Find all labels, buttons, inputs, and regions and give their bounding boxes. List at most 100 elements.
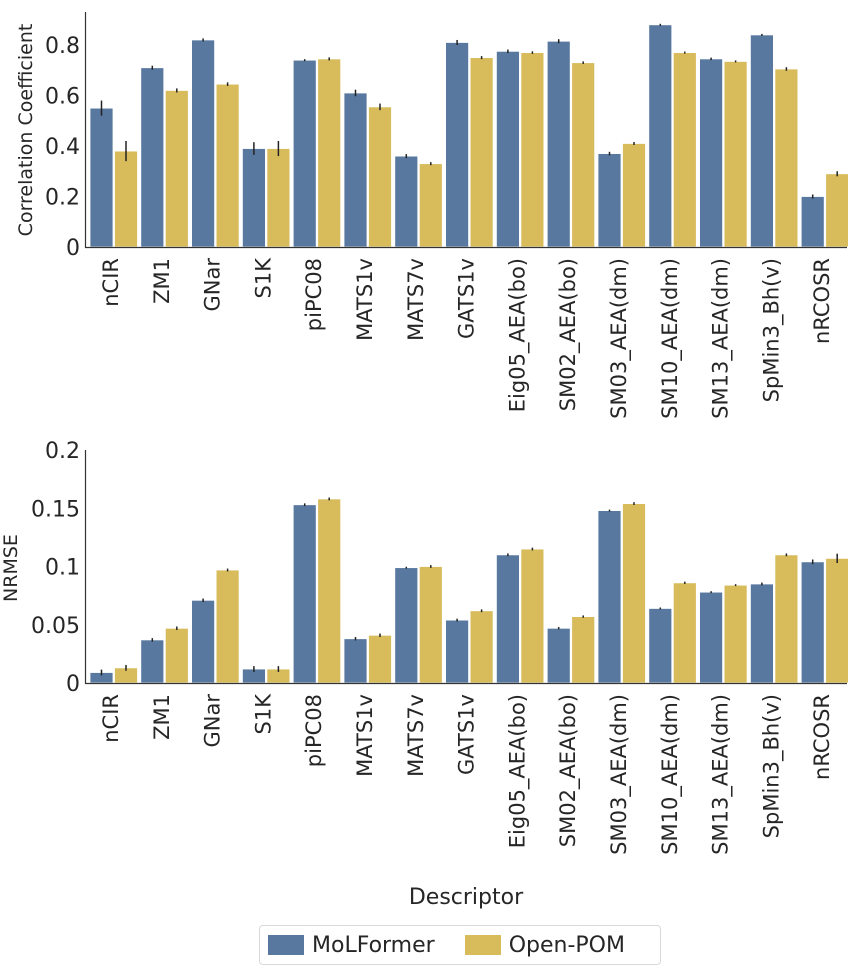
top-bar-molformer-mats1v <box>343 92 368 248</box>
bottom-x-tick-label: ZM1 <box>150 694 174 740</box>
bottom-x-tick-label: nCIR <box>99 694 123 743</box>
bottom-bar-open-pom-sm02-aea-bo <box>571 616 596 684</box>
top-bar-molformer-mats7v <box>394 155 419 248</box>
bottom-bar-open-pom-mats7v <box>418 566 443 684</box>
top-x-ticks: nCIR ZM1 GNar S1K piPC08 MATS1v MATS7v GATS1v Ei… <box>99 257 834 419</box>
top-bar-open-pom-mats7v <box>418 163 443 248</box>
top-bar-molformer-sm03-aea-dm <box>597 153 622 248</box>
bottom-error-bars <box>100 497 838 676</box>
legend-item-molformer: MoLFormer <box>268 933 435 958</box>
top-bar-molformer-sm13-aea-dm <box>699 58 723 248</box>
bottom-bar-open-pom-pipc08 <box>317 498 342 684</box>
top-bar-molformer-s1k <box>241 148 266 248</box>
top-bar-open-pom-eig05-aea-bo <box>520 52 545 248</box>
bottom-x-tick-label: MATS1v <box>353 694 377 777</box>
bottom-y-tick-label: 0 <box>66 672 80 697</box>
top-y-ticks: 0 0.2 0.4 0.6 0.8 <box>45 34 80 261</box>
top-x-tick-label: MATS1v <box>353 258 377 341</box>
bottom-x-tick-label: GNar <box>201 694 225 748</box>
top-x-tick-label: piPC08 <box>302 258 326 331</box>
bottom-bar-molformer-eig05-aea-bo <box>495 554 520 684</box>
top-bar-molformer-sm10-aea-dm <box>648 24 673 248</box>
bottom-x-tick-label: S1K <box>251 693 275 735</box>
top-bar-open-pom-gats1v <box>469 57 494 248</box>
top-bar-open-pom-sm02-aea-bo <box>571 62 596 248</box>
bottom-bar-molformer-sm10-aea-dm <box>648 608 673 684</box>
bottom-y-ticks: 0 0.05 0.1 0.15 0.2 <box>31 439 80 697</box>
bottom-x-tick-label: SM02_AEA(bo) <box>556 694 581 847</box>
legend-label: MoLFormer <box>312 932 435 958</box>
bottom-y-tick-label: 0.1 <box>45 556 80 581</box>
top-error-bars <box>100 23 838 199</box>
top-bars <box>89 24 848 248</box>
bottom-bar-open-pom-sm03-aea-dm <box>622 503 646 684</box>
top-y-tick-label: 0.6 <box>45 85 80 110</box>
top-bar-open-pom-nrcosr <box>825 173 848 248</box>
top-bar-molformer-eig05-aea-bo <box>495 50 520 248</box>
bottom-x-tick-label: SM10_AEA(dm) <box>658 694 683 855</box>
bottom-bar-molformer-sm02-aea-bo <box>546 627 571 684</box>
bottom-bar-open-pom-eig05-aea-bo <box>520 548 545 684</box>
bottom-x-tick-label: nRCOSR <box>810 694 834 780</box>
correlation-chart: Correlation Coefficient 0 0.2 0.4 0.6 0.8 nC… <box>15 12 848 419</box>
top-bar-open-pom-sm03-aea-dm <box>622 143 646 248</box>
top-bar-open-pom-spmin3-bh-v <box>774 68 799 248</box>
top-x-tick-label: GATS1v <box>455 258 479 339</box>
top-x-tick-label: MATS7v <box>404 258 428 341</box>
top-bar-molformer-spmin3-bh-v <box>750 34 774 248</box>
top-x-tick-label: SpMin3_Bh(v) <box>759 258 784 402</box>
top-bar-open-pom-gnar <box>215 83 240 248</box>
legend-swatch-molformer <box>268 935 304 955</box>
bottom-x-ticks: nCIR ZM1 GNar S1K piPC08 MATS1v MATS7v GATS1v Ei… <box>99 693 834 855</box>
bottom-bar-molformer-zm1 <box>140 639 165 684</box>
bottom-bar-molformer-nrcosr <box>800 561 825 684</box>
top-bar-open-pom-sm10-aea-dm <box>672 52 697 248</box>
x-axis-label: Descriptor <box>409 885 524 910</box>
bottom-x-tick-label: SM03_AEA(dm) <box>607 694 632 855</box>
bottom-bar-open-pom-gats1v <box>469 610 494 684</box>
top-bar-molformer-sm02-aea-bo <box>546 40 571 248</box>
bottom-x-tick-label: piPC08 <box>302 694 326 767</box>
bottom-bar-molformer-mats1v <box>343 638 368 684</box>
top-bar-open-pom-zm1 <box>164 90 189 248</box>
bottom-bar-molformer-mats7v <box>394 567 419 684</box>
legend-item-open-pom: Open-POM <box>464 932 625 958</box>
top-x-tick-label: GNar <box>201 258 225 312</box>
bottom-bar-open-pom-mats1v <box>368 634 392 684</box>
top-y-tick-label: 0.2 <box>45 186 80 211</box>
bottom-y-tick-label: 0.15 <box>31 497 80 522</box>
bottom-bar-molformer-gnar <box>191 599 216 684</box>
legend: MoLFormer Open-POM <box>259 925 661 965</box>
nrmse-chart: NRMSE 0 0.05 0.1 0.15 0.2 nCIR ZM1 GNar S1K piPC… <box>0 439 848 910</box>
legend-swatch-open-pom <box>464 935 501 955</box>
bottom-bar-open-pom-nrcosr <box>825 557 848 684</box>
top-bar-molformer-gnar <box>191 39 216 248</box>
bottom-x-tick-label: Eig05_AEA(bo) <box>505 694 530 848</box>
top-bar-molformer-ncir <box>89 107 114 248</box>
top-y-tick-label: 0 <box>66 236 80 261</box>
top-x-tick-label: SM03_AEA(dm) <box>607 258 632 419</box>
bottom-bar-molformer-sm03-aea-dm <box>597 510 622 684</box>
top-bar-open-pom-sm13-aea-dm <box>723 61 748 248</box>
top-bar-open-pom-ncir <box>114 150 138 248</box>
top-bar-molformer-zm1 <box>140 67 165 248</box>
top-bar-open-pom-pipc08 <box>317 58 342 248</box>
bottom-x-tick-label: SM13_AEA(dm) <box>709 694 734 855</box>
top-x-tick-label: SM13_AEA(dm) <box>709 258 734 419</box>
bottom-bar-molformer-spmin3-bh-v <box>750 583 774 684</box>
bottom-y-tick-label: 0.05 <box>31 614 80 639</box>
bottom-bar-molformer-sm13-aea-dm <box>699 591 723 684</box>
top-bar-molformer-gats1v <box>445 42 470 248</box>
top-x-tick-label: ZM1 <box>150 258 174 304</box>
bottom-bar-open-pom-gnar <box>215 569 240 684</box>
bottom-bars <box>89 498 848 684</box>
top-y-tick-label: 0.8 <box>45 34 80 59</box>
bottom-x-tick-label: SpMin3_Bh(v) <box>759 694 784 838</box>
top-bar-molformer-pipc08 <box>292 59 317 248</box>
top-bar-open-pom-s1k <box>266 148 291 248</box>
legend-label: Open-POM <box>508 932 625 958</box>
top-x-tick-label: nRCOSR <box>810 258 834 344</box>
top-bar-open-pom-mats1v <box>368 106 392 248</box>
top-y-axis-label: Correlation Coefficient <box>15 24 37 237</box>
bottom-bar-open-pom-spmin3-bh-v <box>774 554 799 684</box>
